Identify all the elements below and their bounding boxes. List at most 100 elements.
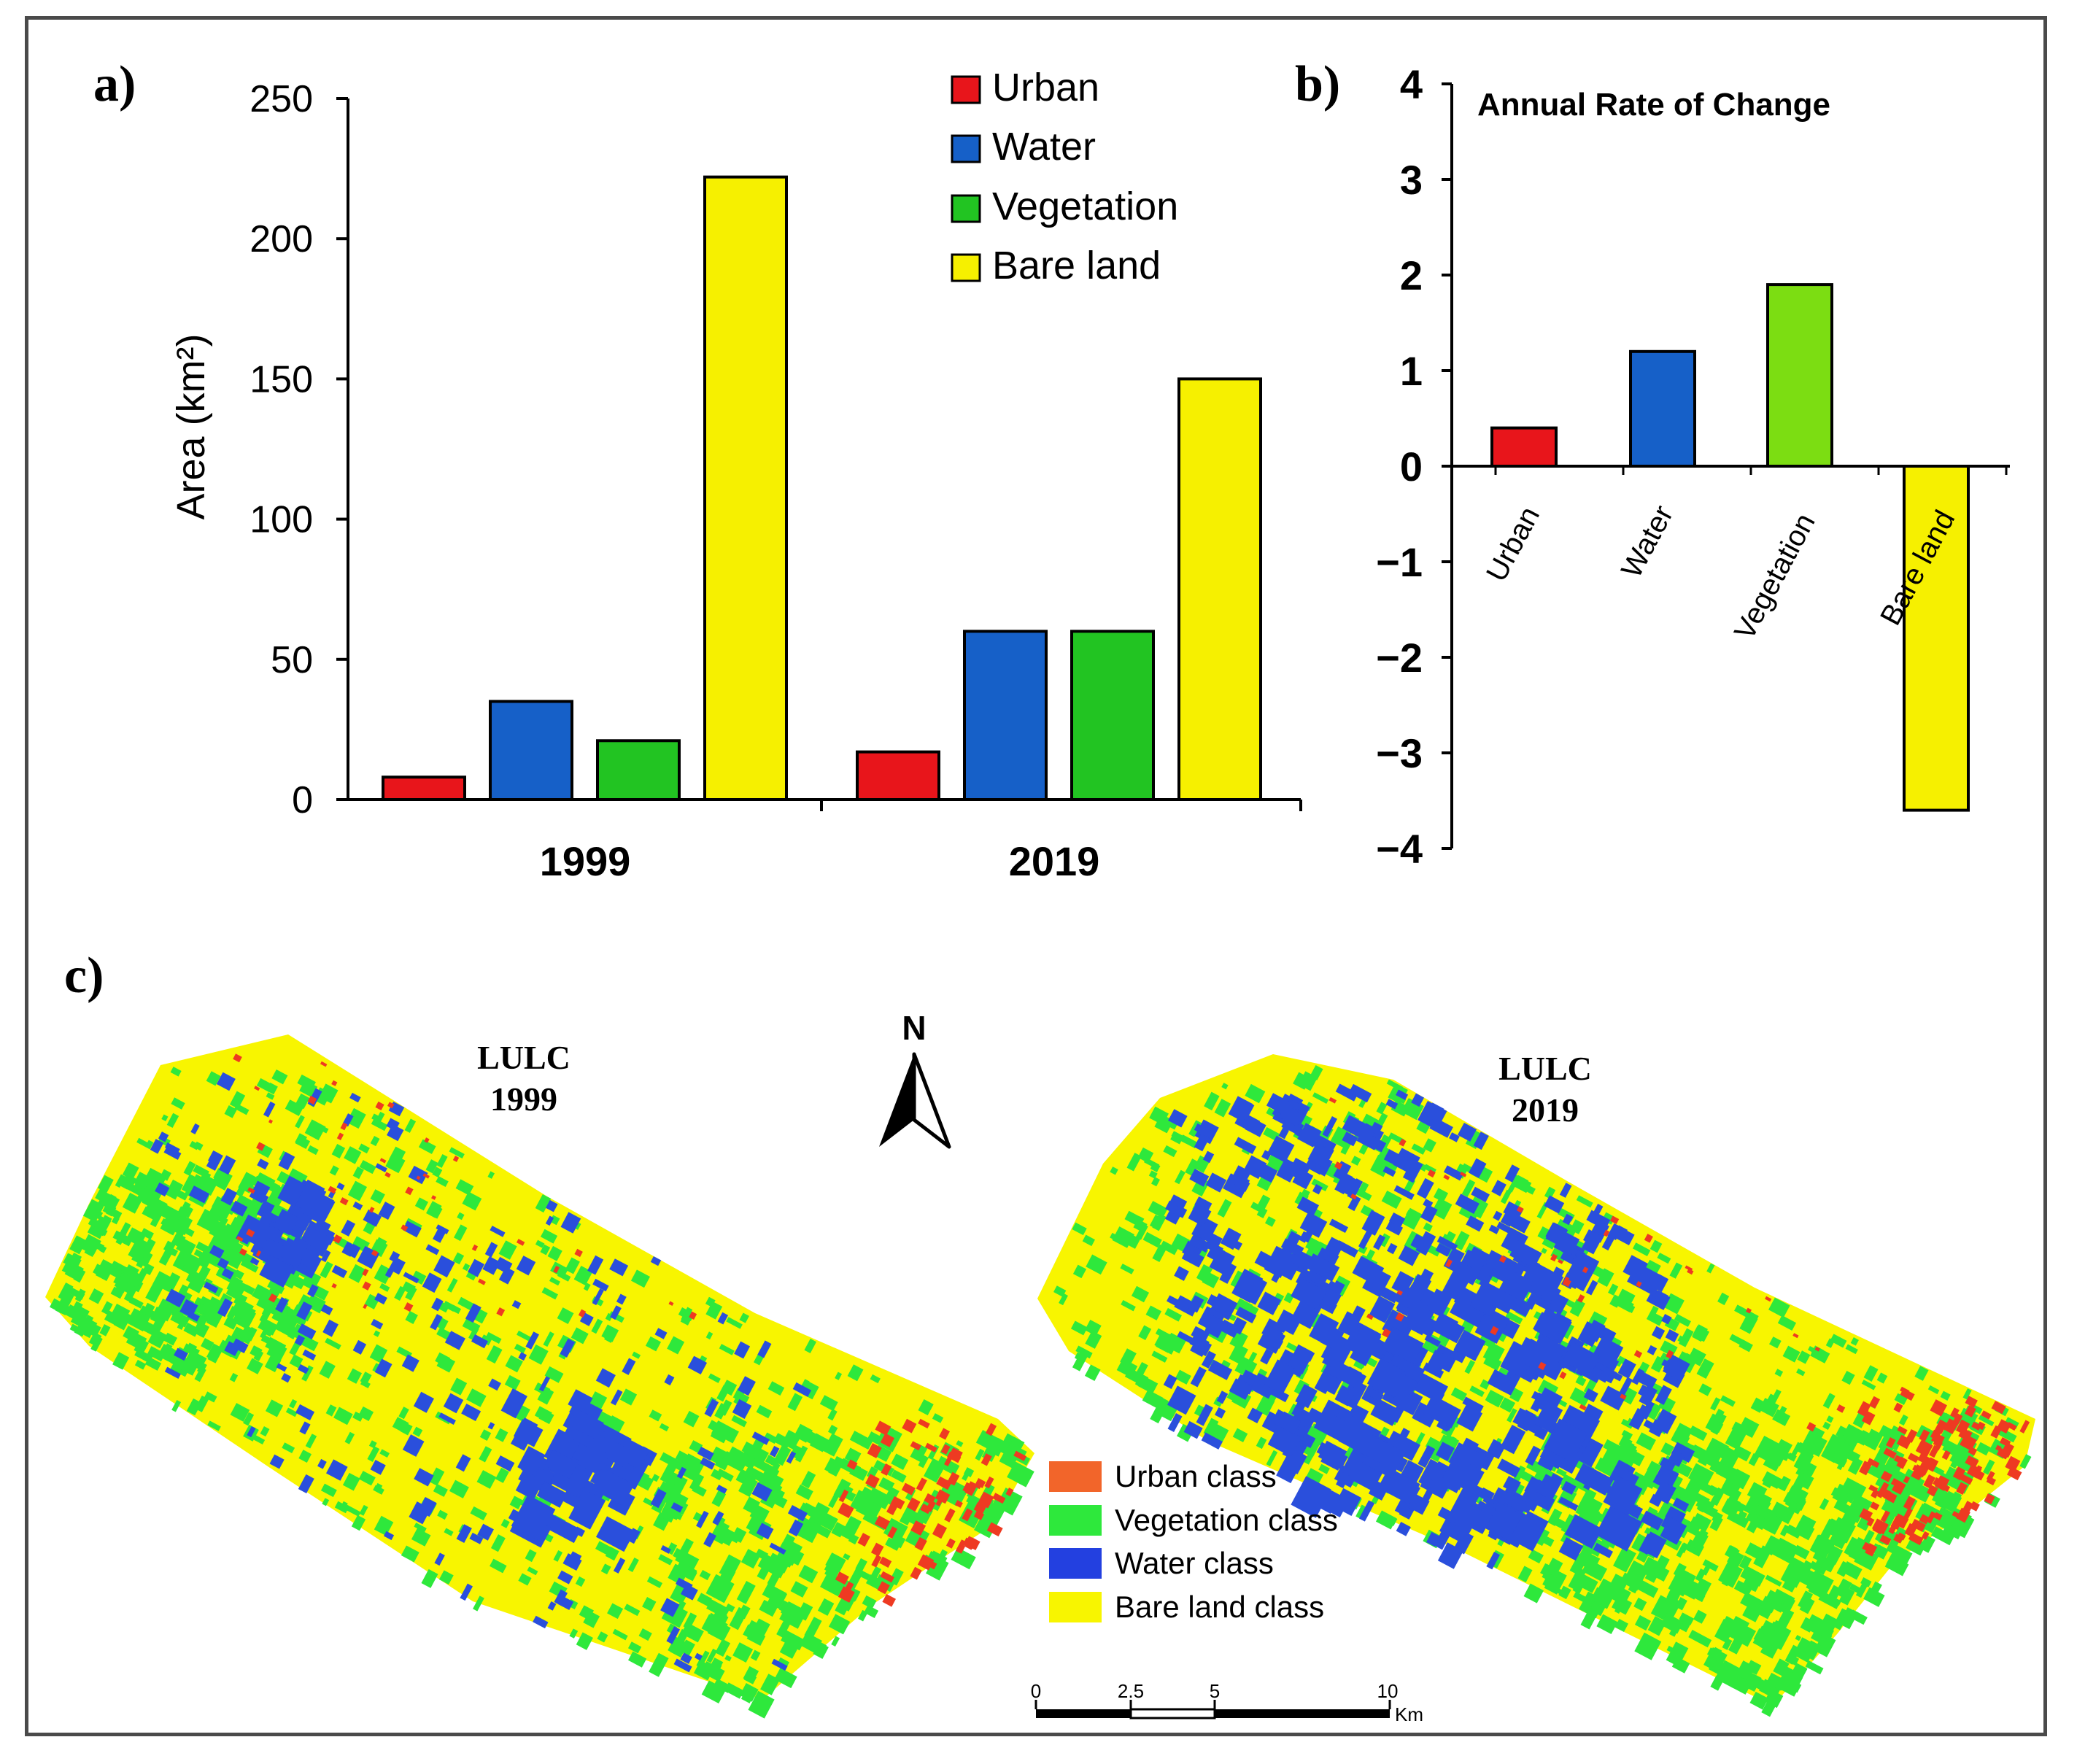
map-2019-urban-patch <box>1880 1471 1892 1482</box>
map-1999-water-patch <box>286 1207 312 1231</box>
map-1999-veg-patch <box>374 1482 383 1492</box>
map-1999-water-patch <box>277 1175 306 1207</box>
map-2019-urban-patch <box>1971 1468 1985 1481</box>
map-2019-veg-patch <box>1761 1694 1780 1717</box>
map-2019-veg-patch <box>1782 1345 1801 1363</box>
map-1999-veg-patch <box>304 1119 326 1141</box>
map-2019-water-patch <box>1266 1093 1291 1115</box>
map-1999-urban-patch <box>922 1558 937 1570</box>
map-1999-veg-patch <box>495 1428 508 1442</box>
map-2019-veg-patch <box>1849 1583 1865 1596</box>
map-2019-veg-patch <box>1636 1432 1656 1451</box>
map-legend-swatch-water <box>1049 1548 1102 1579</box>
map-2019-urban-patch <box>1746 1307 1752 1314</box>
map-2019-urban-patch <box>2006 1466 2022 1481</box>
map-1999-water-patch <box>517 1446 546 1477</box>
map-2019-veg-patch <box>1784 1644 1801 1665</box>
bar-rate-water <box>1629 349 1696 468</box>
map-2019-water-patch <box>1412 1372 1449 1404</box>
chart-b-y-tick-label: −3 <box>1376 730 1423 776</box>
map-2019-water-patch <box>1225 1236 1243 1250</box>
map-2019-water-patch <box>1456 1404 1483 1432</box>
map-2019-water-patch <box>1660 1517 1687 1545</box>
scale-bar-segment <box>1036 1709 1131 1718</box>
map-2019-urban-patch <box>1579 1404 1587 1411</box>
map-1999-veg-patch <box>229 1372 239 1382</box>
map-2019-water-patch <box>1534 1308 1572 1345</box>
map-2019-veg-patch <box>1660 1442 1674 1456</box>
map-2019-veg-patch <box>1793 1450 1814 1473</box>
map-panel: c) LULC 1999 LULC 2019 N Urban class Veg… <box>45 948 2035 1725</box>
map-1999-veg-patch <box>642 1597 657 1612</box>
map-2019-urban-patch <box>1965 1455 1979 1469</box>
map-1999-veg-patch <box>128 1296 144 1309</box>
map-2019-veg-patch <box>1738 1555 1752 1570</box>
map-1999-urban-patch <box>918 1418 930 1429</box>
map-2019-title-line2: 2019 <box>1512 1091 1579 1129</box>
map-1999-urban-patch <box>496 1307 506 1317</box>
map-1999-urban-patch <box>254 1086 260 1091</box>
map-1999-water-patch <box>703 1532 716 1548</box>
map-1999-water-patch <box>342 1113 354 1127</box>
map-1999-veg-patch <box>379 1283 390 1292</box>
map-2019-veg-patch <box>1749 1691 1769 1710</box>
map-1999-veg-patch <box>207 1202 231 1224</box>
map-2019-veg-patch <box>1701 1562 1712 1576</box>
map-2019-veg-patch <box>1203 1417 1219 1437</box>
map-2019-urban-patch <box>1443 1174 1450 1180</box>
map-1999-veg-patch <box>374 1264 393 1285</box>
map-1999-water-patch <box>482 1256 500 1275</box>
map-2019-veg-patch <box>1304 1451 1315 1465</box>
map-2019-veg-patch <box>1735 1510 1748 1524</box>
map-2019-water-patch <box>1361 1434 1389 1463</box>
map-2019-water-patch <box>1194 1131 1211 1152</box>
map-1999-veg-patch <box>344 1504 361 1517</box>
map-1999-veg-patch <box>738 1475 758 1497</box>
map-2019-veg-patch <box>1196 1264 1213 1283</box>
map-1999-veg-patch <box>910 1443 928 1463</box>
map-1999-veg-patch <box>147 1346 166 1362</box>
map-1999-veg-patch <box>437 1509 448 1520</box>
map-2019-water-patch <box>1165 1210 1180 1225</box>
map-2019-veg-patch <box>1822 1421 1831 1430</box>
map-1999-veg-patch <box>805 1431 818 1444</box>
map-2019-veg-patch <box>1790 1563 1808 1582</box>
map-1999-urban-patch <box>307 1095 317 1105</box>
map-1999-veg-patch <box>870 1374 881 1384</box>
map-1999-veg-patch <box>236 1328 247 1339</box>
map-2019-veg-patch <box>1714 1618 1736 1644</box>
map-1999-veg-patch <box>412 1426 423 1437</box>
map-2019-urban-patch <box>1888 1495 1897 1504</box>
map-1999-veg-patch <box>624 1604 641 1617</box>
map-2019-water-patch <box>1385 1431 1420 1461</box>
map-1999-urban-patch <box>320 1061 328 1067</box>
map-1999-veg-patch <box>480 1334 492 1346</box>
map-2019-veg-patch <box>1773 1658 1790 1676</box>
map-2019-water-patch <box>1320 1489 1350 1518</box>
map-2019-veg-patch <box>1150 1404 1167 1424</box>
map-1999-veg-patch <box>102 1204 123 1220</box>
map-2019-water-patch <box>1370 1399 1401 1426</box>
map-2019-veg-patch <box>1671 1430 1684 1443</box>
map-2019-water-patch <box>1204 1315 1226 1339</box>
map-2019-urban-patch <box>1836 1404 1846 1413</box>
map-1999-veg-patch <box>583 1283 591 1291</box>
map-2019-veg-patch <box>1406 1210 1414 1218</box>
map-2019-water-patch <box>1322 1116 1337 1137</box>
map-1999-urban-patch <box>924 1442 937 1452</box>
map-1999-veg-patch <box>185 1350 207 1371</box>
map-1999-urban-patch <box>379 1158 387 1164</box>
map-2019-water-patch <box>1437 1542 1463 1569</box>
map-1999-veg-patch <box>370 1136 380 1147</box>
map-2019-water-patch <box>1442 1455 1485 1494</box>
map-2019-urban-patch <box>1865 1543 1878 1557</box>
map-1999-veg-patch <box>455 1179 474 1196</box>
map-2019-veg-patch <box>1676 1543 1687 1558</box>
map-1999-water-patch <box>557 1570 573 1585</box>
map-2019-veg-patch <box>1830 1334 1847 1348</box>
map-1999-water-patch <box>544 1450 579 1479</box>
map-2019-urban-patch <box>1334 1161 1343 1170</box>
map-1999-veg-patch <box>201 1338 214 1351</box>
map-1999-urban-patch <box>375 1101 384 1111</box>
map-2019-veg-patch <box>1747 1482 1768 1502</box>
